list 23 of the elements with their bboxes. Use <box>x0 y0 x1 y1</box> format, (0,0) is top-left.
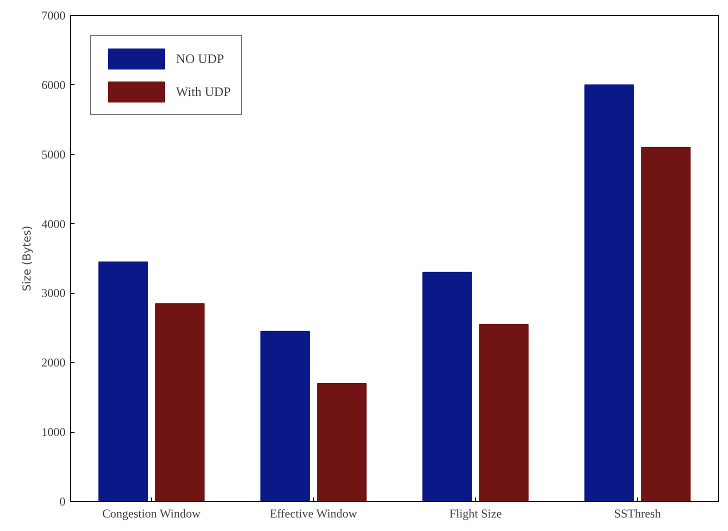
x-tick-label: Flight Size <box>449 506 502 520</box>
x-tick-label: SSThresh <box>614 506 661 520</box>
y-tick-label: 3000 <box>42 286 66 300</box>
bar <box>479 324 529 502</box>
x-tick-label: Effective Window <box>270 506 358 520</box>
y-tick-label: 5000 <box>42 147 66 162</box>
legend-label: With UDP <box>176 84 231 100</box>
bar <box>317 382 367 502</box>
y-tick-label: 6000 <box>42 78 66 92</box>
bar <box>260 330 310 502</box>
y-tick-label: 7000 <box>42 8 66 22</box>
y-tick-label: 4000 <box>42 216 66 231</box>
y-tick-label: 1000 <box>42 425 66 440</box>
x-tick-label: Congestion Window <box>102 506 201 520</box>
bar <box>422 272 472 502</box>
bar <box>584 84 634 502</box>
bar <box>155 303 205 502</box>
bar <box>98 261 148 502</box>
y-tick-label: 0 <box>60 494 66 508</box>
y-axis-title: Size (Bytes) <box>20 226 34 292</box>
y-tick-label: 2000 <box>42 356 66 370</box>
bar <box>641 146 691 502</box>
legend-label: NO UDP <box>176 50 224 66</box>
